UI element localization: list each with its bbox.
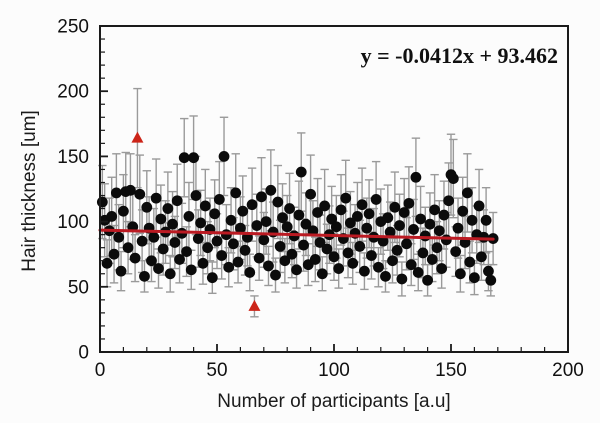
y-tick-label: 50: [68, 277, 89, 298]
y-tick-labels: 0 50 100 150 200 250: [57, 17, 89, 364]
plot-frame: [99, 25, 569, 353]
y-tick-label: 250: [57, 17, 89, 38]
outlier-markers: [131, 131, 261, 311]
y-tick-label: 150: [57, 147, 89, 168]
x-tick-label: 150: [435, 360, 467, 381]
x-tick-label: 200: [552, 360, 584, 381]
x-tick-label: 0: [95, 360, 106, 381]
y-axis-title: Hair thickness [um]: [19, 110, 40, 272]
x-tick-label: 100: [318, 360, 350, 381]
data-point-markers: [96, 151, 499, 286]
axis-ticks: [99, 25, 569, 353]
x-tick-labels: 0 50 100 150 200: [95, 360, 584, 381]
trendline-equation-label: y = -0.0412x + 93.462: [360, 43, 558, 68]
x-tick-label: 50: [206, 360, 227, 381]
trend-line: [98, 228, 495, 241]
y-tick-label: 200: [57, 82, 89, 103]
y-tick-label: 0: [78, 343, 89, 364]
y-tick-label: 100: [57, 212, 89, 233]
x-axis-title: Number of participants [a.u]: [217, 391, 451, 412]
